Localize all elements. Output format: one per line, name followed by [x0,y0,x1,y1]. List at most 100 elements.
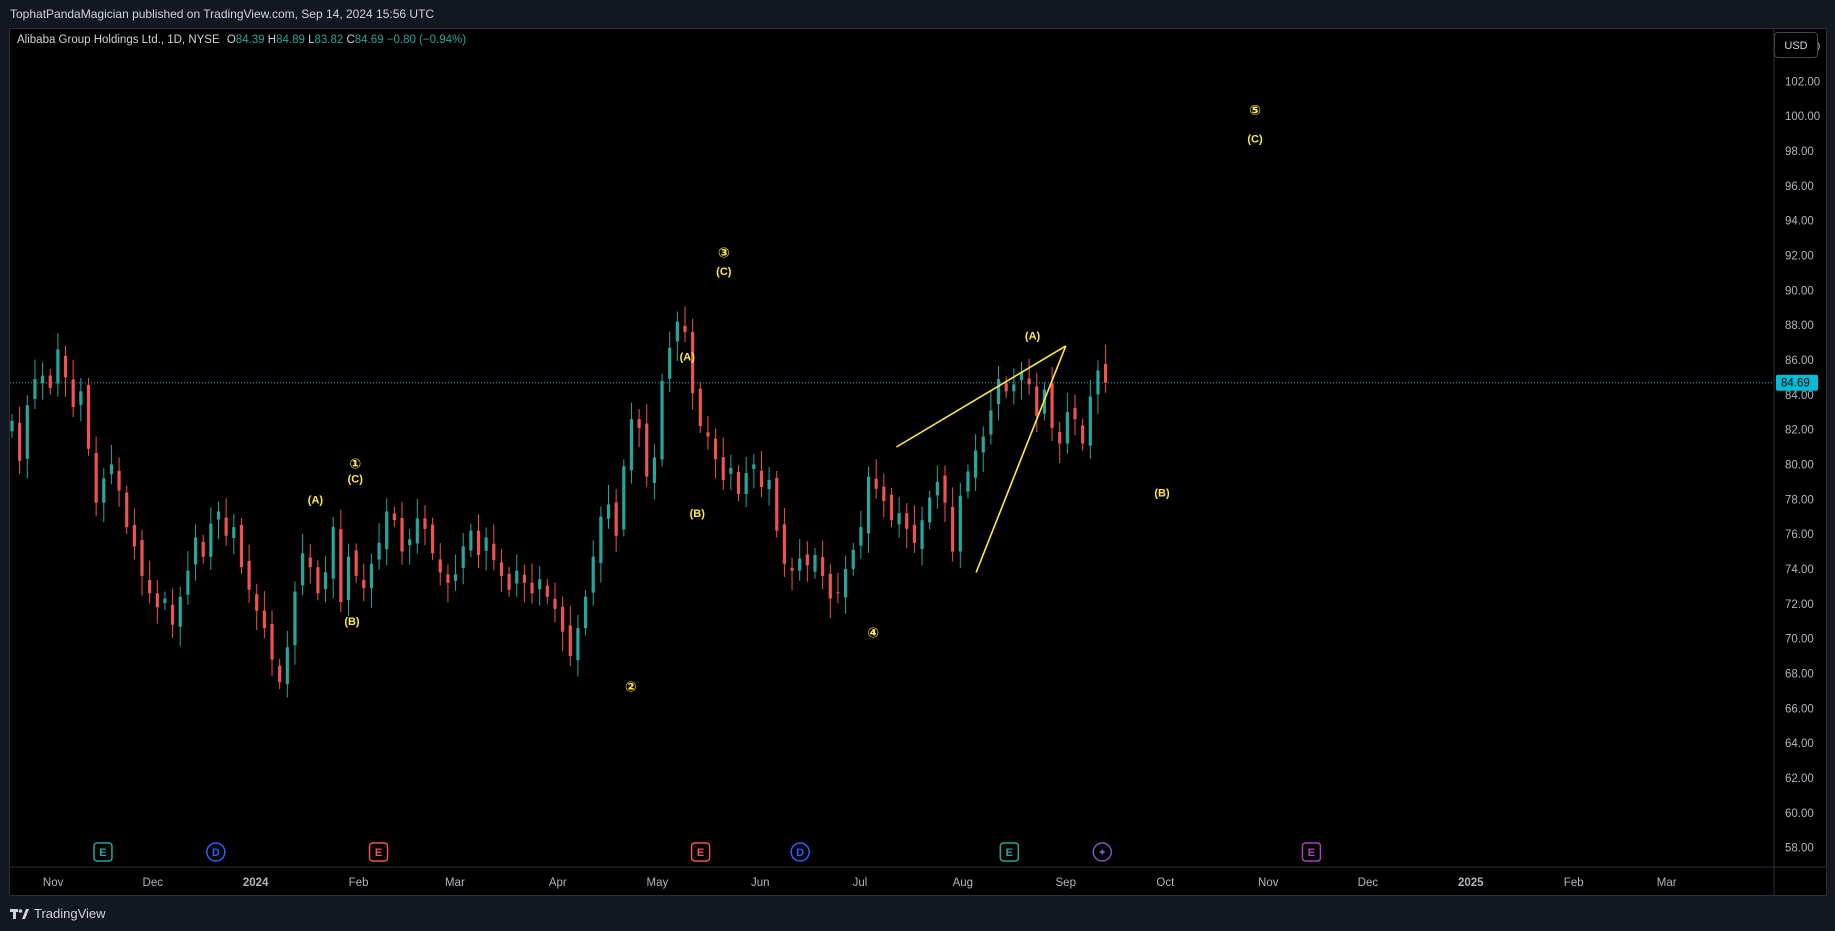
candle [461,533,465,585]
wave-label[interactable]: ② [625,678,637,694]
dividend-marker[interactable]: D [206,842,226,862]
candle [492,524,496,571]
wedge-trendline[interactable] [896,345,1067,448]
candle [193,524,198,581]
wave-label[interactable]: ⑤ [1249,102,1261,118]
candles-layer [10,306,1108,698]
earnings-marker[interactable]: E [93,842,113,862]
candle [377,523,381,570]
candle [255,583,259,631]
candle [178,586,182,647]
wave-label[interactable]: ① [349,455,361,471]
candle [1065,392,1069,454]
candle [239,518,244,575]
wave-label[interactable]: ③ [718,245,730,261]
candle [94,436,98,516]
chart-svg[interactable]: ① (C) (A) (B) ② (A) (B) ③ (C) ④ (A) (B) ⑤ (C) E D E E D E ✦… [10,29,1826,895]
candle [25,395,29,479]
candle [216,501,221,539]
wave-label[interactable]: ④ [867,624,879,640]
candle [981,426,985,473]
candle [905,503,909,549]
candle [170,588,175,638]
brand-label: TradingView [34,906,106,921]
candle [438,543,442,586]
candle [453,554,458,591]
price-axis: 58.00 60.00 62.00 64.00 66.00 68.00 70.00 72.00… [1776,41,1820,855]
svg-text:E: E [1308,847,1315,859]
candle [1073,394,1077,436]
x-tick-label: Jun [751,877,770,889]
candle [132,508,136,560]
candle [583,589,588,636]
candle [744,456,748,508]
tradingview-brand[interactable]: TradingView [10,906,106,921]
y-tick-label: 60.00 [1785,808,1814,820]
candle [851,542,855,576]
chart-frame[interactable]: ① (C) (A) (B) ② (A) (B) ③ (C) ④ (A) (B) ⑤ (C) E D E E D E ✦… [9,28,1827,896]
candle [553,582,557,623]
wave-label[interactable]: (B) [344,616,360,628]
candle [1104,344,1108,393]
candle [278,658,282,690]
earnings-marker[interactable]: E [690,842,711,862]
candle [415,498,419,554]
x-tick-label: Dec [1358,877,1379,889]
candle [1088,380,1092,459]
candle [86,378,91,456]
svg-text:E: E [697,847,704,859]
candle [1081,418,1085,451]
svg-text:D: D [212,847,220,859]
wedge-trendline[interactable] [975,345,1067,573]
svg-text:✦: ✦ [1098,847,1107,859]
candle [163,591,167,611]
event-marker[interactable]: ✦ [1092,842,1113,862]
y-tick-label: 96.00 [1785,181,1814,193]
x-tick-label: Jul [853,877,868,889]
x-tick-label: Feb [1564,877,1584,889]
open-label: O [226,34,236,46]
earnings-marker[interactable]: E [999,842,1020,862]
candle [599,506,603,583]
annotations-layer: ① (C) (A) (B) ② (A) (B) ③ (C) ④ (A) (B) ⑤ (C) [308,102,1263,694]
candle [476,514,481,569]
wave-label[interactable]: (A) [1025,331,1041,343]
candle [446,564,450,603]
candle [224,498,228,546]
wave-label[interactable]: (C) [1247,134,1263,146]
wave-label[interactable]: (A) [308,494,324,506]
candle [859,510,863,559]
x-tick-label: Feb [349,877,369,889]
candle [400,501,404,565]
high-label: H [267,34,277,46]
earnings-marker[interactable]: E [1301,842,1322,862]
earnings-marker[interactable]: E [368,842,389,862]
wave-label[interactable]: (C) [716,266,732,278]
candle [186,551,190,605]
candle [591,540,595,606]
wave-label[interactable]: (A) [680,351,696,363]
candle [782,507,787,577]
candle [102,468,106,523]
y-tick-label: 88.00 [1785,320,1814,332]
candle [660,373,664,467]
candle [71,359,75,418]
grid-layer [10,29,1826,895]
candle [140,529,144,596]
wave-label[interactable]: (B) [690,508,706,520]
candle [285,630,289,698]
candle [928,490,932,530]
candle [48,368,52,395]
candle [354,543,358,583]
candle [843,555,848,614]
candle [943,465,947,523]
symbol-legend[interactable]: Alibaba Group Holdings Ltd., 1D, NYSE O8… [17,34,466,46]
candle [897,496,901,538]
candle [706,415,710,450]
wave-label[interactable]: (C) [348,473,364,485]
currency-button[interactable]: USD [1774,32,1818,58]
candle [63,345,68,397]
dividend-marker[interactable]: D [790,842,810,862]
candle [369,553,374,608]
wave-label[interactable]: (B) [1154,487,1170,499]
